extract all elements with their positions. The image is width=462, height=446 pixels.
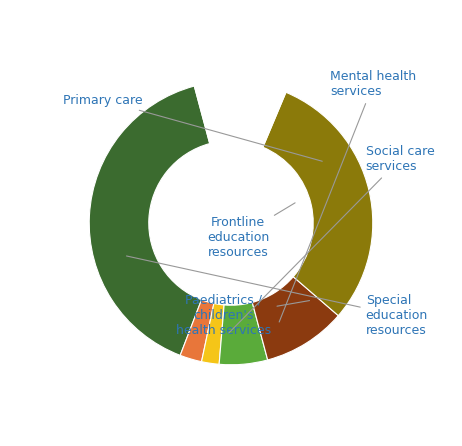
Wedge shape <box>89 86 210 355</box>
Text: Special
education
resources: Special education resources <box>127 256 428 337</box>
Wedge shape <box>201 303 224 364</box>
Text: Social care
services: Social care services <box>229 145 434 333</box>
Wedge shape <box>219 302 267 365</box>
Text: Paediatrics /
children's
health services: Paediatrics / children's health services <box>176 294 310 337</box>
Wedge shape <box>180 300 214 362</box>
Wedge shape <box>263 92 373 316</box>
Text: Frontline
education
resources: Frontline education resources <box>207 203 295 259</box>
Wedge shape <box>195 81 286 147</box>
Text: Primary care: Primary care <box>63 94 322 161</box>
Wedge shape <box>252 277 338 360</box>
Text: Mental health
services: Mental health services <box>279 70 416 322</box>
